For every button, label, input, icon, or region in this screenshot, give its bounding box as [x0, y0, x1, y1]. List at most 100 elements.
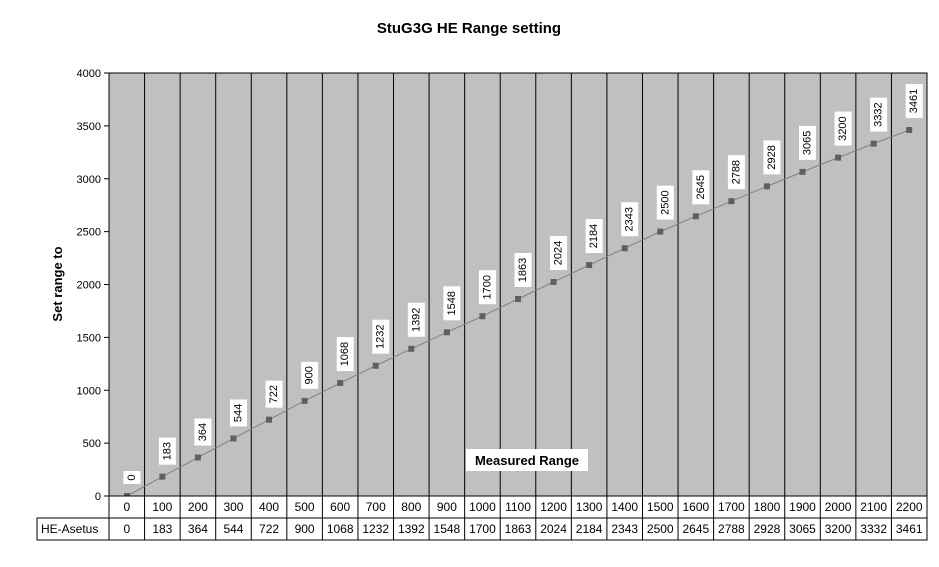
x-tick-label: 2000 [825, 500, 852, 514]
x-tick-label: 400 [259, 500, 279, 514]
table-value: 722 [259, 522, 279, 536]
table-value: 2645 [682, 522, 709, 536]
table-value: 183 [152, 522, 172, 536]
data-label-box [229, 399, 247, 427]
y-tick-label: 2500 [77, 227, 101, 239]
table-value: 3200 [825, 522, 852, 536]
data-label-box [763, 140, 781, 175]
x-tick-label: 0 [123, 500, 130, 514]
data-label: 3332 [873, 102, 885, 126]
x-tick-label: 1500 [647, 500, 674, 514]
data-label-box [158, 437, 176, 465]
data-label: 2788 [730, 160, 742, 184]
data-label-box [407, 302, 425, 337]
data-label: 2024 [553, 241, 565, 265]
data-label: 722 [268, 385, 280, 403]
data-label-box [443, 286, 461, 321]
table-value: 2500 [647, 522, 674, 536]
x-tick-label: 1900 [789, 500, 816, 514]
data-point [621, 245, 628, 252]
data-label: 1392 [410, 308, 422, 332]
plot-area: 0500100015002000250030003500400001833645… [36, 68, 928, 541]
y-tick-label: 3500 [77, 121, 101, 133]
data-label: 1232 [375, 324, 387, 348]
table-value: 3461 [896, 522, 923, 536]
data-label-box [265, 380, 283, 408]
x-tick-label: 1300 [576, 500, 603, 514]
y-tick-label: 0 [95, 491, 101, 503]
data-label: 2645 [695, 175, 707, 199]
data-label: 1068 [339, 342, 351, 366]
table-data-row [36, 517, 928, 541]
data-label-box [372, 319, 390, 354]
y-axis-label: Set range to [50, 246, 65, 321]
data-label-box [870, 97, 888, 132]
x-tick-label: 800 [401, 500, 421, 514]
data-point [835, 154, 842, 161]
data-label: 3200 [837, 116, 849, 140]
data-point [194, 454, 201, 461]
data-point [372, 362, 379, 369]
x-tick-label: 700 [366, 500, 386, 514]
table-value: 544 [223, 522, 243, 536]
table-value: 2024 [540, 522, 567, 536]
table-value: 0 [123, 522, 130, 536]
table-value: 1700 [469, 522, 496, 536]
data-label-box [194, 418, 212, 446]
data-label: 3065 [802, 131, 814, 155]
x-tick-label: 1400 [611, 500, 638, 514]
x-tick-label: 1200 [540, 500, 567, 514]
x-tick-label: 200 [188, 500, 208, 514]
data-label-box [336, 337, 354, 372]
data-point [230, 435, 237, 442]
table-value: 364 [188, 522, 208, 536]
data-label-box [621, 202, 639, 237]
x-tick-label: 1700 [718, 500, 745, 514]
x-tick-label: 1000 [469, 500, 496, 514]
x-tick-label: 100 [152, 500, 172, 514]
data-point [550, 278, 557, 285]
data-label: 1548 [446, 291, 458, 315]
data-label-box [550, 235, 568, 270]
data-label: 2184 [588, 224, 600, 248]
data-point [443, 329, 450, 336]
data-point [301, 397, 308, 404]
table-value: 1232 [362, 522, 389, 536]
y-tick-label: 4000 [77, 68, 101, 80]
y-tick-label: 500 [83, 438, 101, 450]
y-tick-label: 3000 [77, 174, 101, 186]
data-label: 544 [232, 404, 244, 422]
table-value: 2788 [718, 522, 745, 536]
chart-title: StuG3G HE Range setting [377, 20, 561, 37]
table-value: 3332 [860, 522, 887, 536]
data-point [906, 126, 913, 133]
data-label-box [727, 155, 745, 190]
table-value: 2343 [611, 522, 638, 536]
data-point [728, 198, 735, 205]
data-label-box [656, 185, 674, 220]
data-label: 0 [126, 474, 138, 480]
table-value: 2184 [576, 522, 603, 536]
data-point [870, 140, 877, 147]
data-label: 364 [197, 423, 209, 441]
x-tick-label: 1600 [682, 500, 709, 514]
data-point [337, 380, 344, 387]
x-tick-label: 2200 [896, 500, 923, 514]
table-value: 2928 [754, 522, 781, 536]
data-label-box [834, 111, 852, 146]
data-label-box [905, 83, 923, 118]
data-label-box [123, 471, 141, 484]
data-label: 2928 [766, 145, 778, 169]
data-label: 183 [161, 442, 173, 460]
data-label: 1863 [517, 258, 529, 282]
x-axis-label-box [466, 449, 588, 471]
data-point [586, 262, 593, 269]
data-point [408, 345, 415, 352]
x-axis-label: Measured Range [475, 453, 579, 468]
table-value: 1068 [327, 522, 354, 536]
x-tick-label: 1800 [754, 500, 781, 514]
data-point [763, 183, 770, 190]
data-label-box [585, 219, 603, 254]
data-label-box [514, 252, 532, 287]
data-point [692, 213, 699, 220]
